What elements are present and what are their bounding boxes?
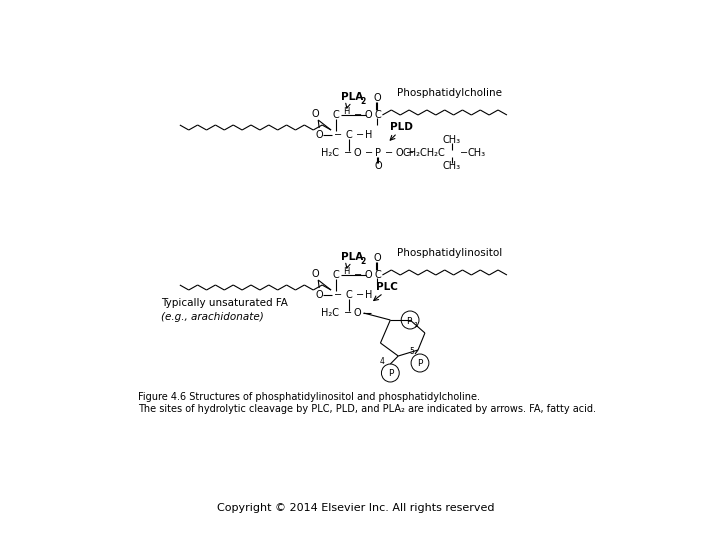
Text: O: O <box>374 161 382 171</box>
Text: O: O <box>395 148 403 158</box>
Text: P: P <box>387 369 393 379</box>
Text: O: O <box>354 308 361 318</box>
Text: H: H <box>365 130 372 140</box>
Text: CH₃: CH₃ <box>443 161 461 171</box>
Text: Figure 4.6 Structures of phosphatidylinositol and phosphatidylcholine.: Figure 4.6 Structures of phosphatidylino… <box>138 392 480 402</box>
Text: PLA: PLA <box>341 252 363 262</box>
Text: 1: 1 <box>413 322 418 328</box>
Text: CH₃: CH₃ <box>443 135 461 145</box>
Text: Copyright © 2014 Elsevier Inc. All rights reserved: Copyright © 2014 Elsevier Inc. All right… <box>217 503 495 513</box>
Text: 5: 5 <box>410 347 415 355</box>
Text: O: O <box>354 148 361 158</box>
Text: H₂C: H₂C <box>321 148 339 158</box>
Text: −: − <box>354 110 361 120</box>
Text: H: H <box>343 267 349 276</box>
Text: −: − <box>334 130 342 140</box>
Text: P: P <box>406 316 412 326</box>
Text: CH₂CH₂C: CH₂CH₂C <box>402 148 445 158</box>
Text: H₂C: H₂C <box>321 308 339 318</box>
Text: −: − <box>354 270 361 280</box>
Text: CH₃: CH₃ <box>467 148 485 158</box>
Text: (e.g., arachidonate): (e.g., arachidonate) <box>161 312 264 322</box>
Text: −: − <box>343 308 352 318</box>
Text: −: − <box>356 290 364 300</box>
Text: 2: 2 <box>361 258 366 267</box>
Text: O: O <box>312 269 319 279</box>
Text: O: O <box>312 109 319 119</box>
Text: O: O <box>374 253 382 263</box>
Text: Typically unsaturated FA: Typically unsaturated FA <box>161 298 288 308</box>
Text: −: − <box>356 130 364 140</box>
Text: O: O <box>365 270 372 280</box>
Text: −: − <box>343 148 352 158</box>
Text: PLD: PLD <box>390 122 413 132</box>
Text: C: C <box>374 270 381 280</box>
Text: PLC: PLC <box>376 282 397 292</box>
Text: P: P <box>418 360 423 368</box>
Text: O: O <box>365 110 372 120</box>
Text: C: C <box>374 110 381 120</box>
Text: C: C <box>346 290 352 300</box>
Text: P: P <box>375 148 382 158</box>
Text: O: O <box>315 130 323 140</box>
Text: Phosphatidylcholine: Phosphatidylcholine <box>397 88 503 98</box>
Text: C: C <box>333 110 339 120</box>
Text: O: O <box>315 290 323 300</box>
Text: 2: 2 <box>361 98 366 106</box>
Text: H: H <box>343 107 349 117</box>
Text: −: − <box>334 290 342 300</box>
Text: −: − <box>460 148 469 158</box>
Text: H: H <box>365 290 372 300</box>
Text: 4: 4 <box>380 356 385 366</box>
Text: O: O <box>374 93 382 103</box>
Text: C: C <box>346 130 352 140</box>
Text: The sites of hydrolytic cleavage by PLC, PLD, and PLA₂ are indicated by arrows. : The sites of hydrolytic cleavage by PLC,… <box>138 404 596 414</box>
Text: −: − <box>364 148 373 158</box>
Text: −: − <box>406 148 414 158</box>
Text: −: − <box>385 148 393 158</box>
Text: PLA: PLA <box>341 92 363 102</box>
Text: C: C <box>333 270 339 280</box>
Text: Phosphatidylinositol: Phosphatidylinositol <box>397 248 503 258</box>
